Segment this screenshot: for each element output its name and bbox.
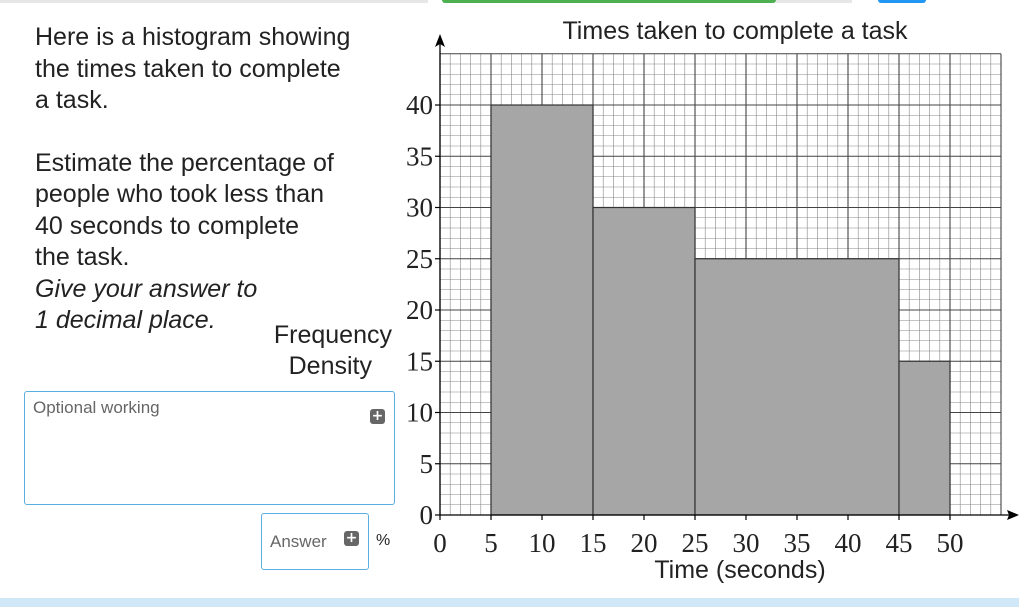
axes xyxy=(435,34,1019,520)
y-tick-label: 25 xyxy=(406,244,433,274)
x-tick-label: 20 xyxy=(631,528,658,558)
x-tick-label: 0 xyxy=(433,528,447,558)
plus-icon[interactable]: + xyxy=(370,408,385,424)
y-tick-label: 15 xyxy=(406,346,433,376)
y-tick-label: 10 xyxy=(406,398,433,428)
y-tick-label: 30 xyxy=(406,193,433,223)
y-tick-label: 40 xyxy=(406,90,433,120)
top-button[interactable] xyxy=(878,0,926,3)
top-bar-segment xyxy=(776,0,852,3)
x-tick-label: 30 xyxy=(733,528,760,558)
tick-labels: 0 5 10 15 20 25 30 35 40 45 50 0 5 10 15 20 25 30 35 40 xyxy=(406,90,964,558)
x-tick-label: 10 xyxy=(529,528,556,558)
histogram-bar xyxy=(898,360,951,516)
histogram-bar xyxy=(694,258,900,516)
y-tick-label: 0 xyxy=(420,500,434,530)
x-tick-label: 45 xyxy=(886,528,913,558)
question-line: the task. xyxy=(35,243,130,271)
x-axis-label: Time (seconds) xyxy=(654,556,825,584)
histogram-bar xyxy=(490,104,594,516)
instruction-line: Give your answer to xyxy=(35,274,258,303)
y-tick-label: 20 xyxy=(406,295,433,325)
y-axis-label-line1: Frequency xyxy=(274,321,393,349)
question-line: a task. xyxy=(35,86,109,114)
question-line: 40 seconds to complete xyxy=(35,211,300,240)
working-placeholder: Optional working xyxy=(33,398,160,417)
question-line: Here is a histogram showing xyxy=(35,23,351,51)
plus-icon[interactable]: + xyxy=(344,530,359,546)
x-tick-label: 5 xyxy=(484,528,498,558)
y-axis-label-line2: Density xyxy=(289,352,373,380)
bottom-bar xyxy=(0,598,1019,607)
question-line: the times taken to complete xyxy=(35,54,341,83)
x-tick-label: 25 xyxy=(682,528,709,558)
progress-bar xyxy=(442,0,776,3)
question-text: Here is a histogram showing the times ta… xyxy=(35,22,405,337)
x-tick-label: 15 xyxy=(580,528,607,558)
working-textarea[interactable]: Optional working + xyxy=(24,391,395,505)
histogram-bars xyxy=(490,104,951,516)
histogram-bar xyxy=(592,206,696,516)
answer-placeholder: Answer xyxy=(270,532,327,551)
chart-title: Times taken to complete a task xyxy=(562,17,908,45)
answer-unit: % xyxy=(376,532,391,549)
y-tick-label: 35 xyxy=(406,141,433,171)
x-axis-arrow xyxy=(1007,510,1019,520)
instruction-line: 1 decimal place. xyxy=(35,306,216,334)
top-bar xyxy=(0,0,428,3)
y-axis-arrow xyxy=(435,34,445,47)
x-tick-label: 50 xyxy=(937,528,964,558)
x-tick-label: 35 xyxy=(784,528,811,558)
x-tick-label: 40 xyxy=(835,528,862,558)
question-line: people who took less than xyxy=(35,180,325,208)
question-line: Estimate the percentage of xyxy=(35,148,334,177)
y-tick-label: 5 xyxy=(420,449,434,479)
answer-input[interactable]: Answer + xyxy=(261,513,369,570)
